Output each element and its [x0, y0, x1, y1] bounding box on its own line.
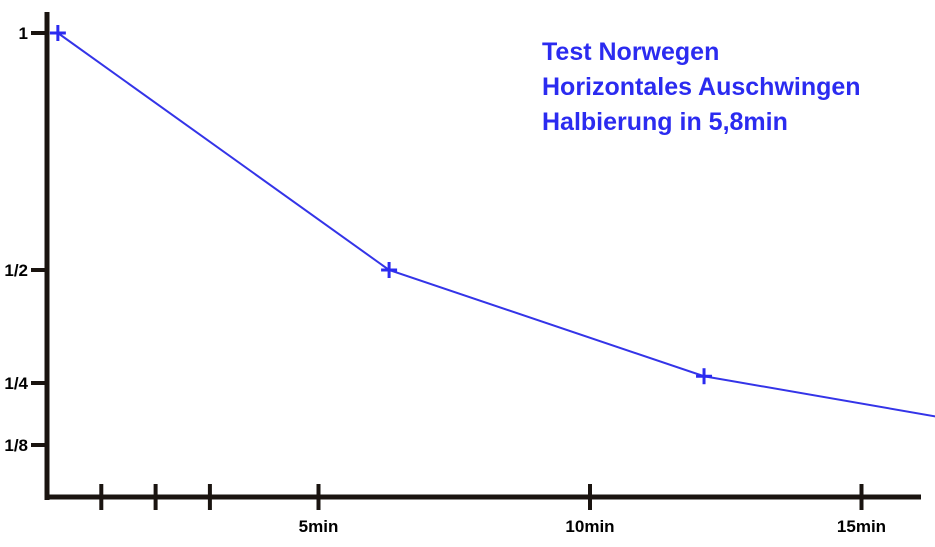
annotation-line-1: Test Norwegen [542, 38, 719, 66]
y-tick-label: 1/8 [4, 436, 28, 455]
x-tick-label: 15min [837, 517, 886, 536]
annotation-line-2: Horizontales Auschwingen [542, 73, 861, 101]
x-tick-label: 5min [299, 517, 339, 536]
y-tick-label: 1/4 [4, 374, 28, 393]
series-line [57, 32, 935, 418]
annotation-line-3: Halbierung in 5,8min [542, 108, 788, 136]
y-tick-label: 1 [19, 24, 28, 43]
data-point-marker [696, 368, 713, 385]
data-point-marker [49, 25, 66, 41]
x-tick-label: 10min [565, 517, 614, 536]
data-point-marker [381, 262, 398, 278]
y-tick-label: 1/2 [4, 261, 28, 280]
